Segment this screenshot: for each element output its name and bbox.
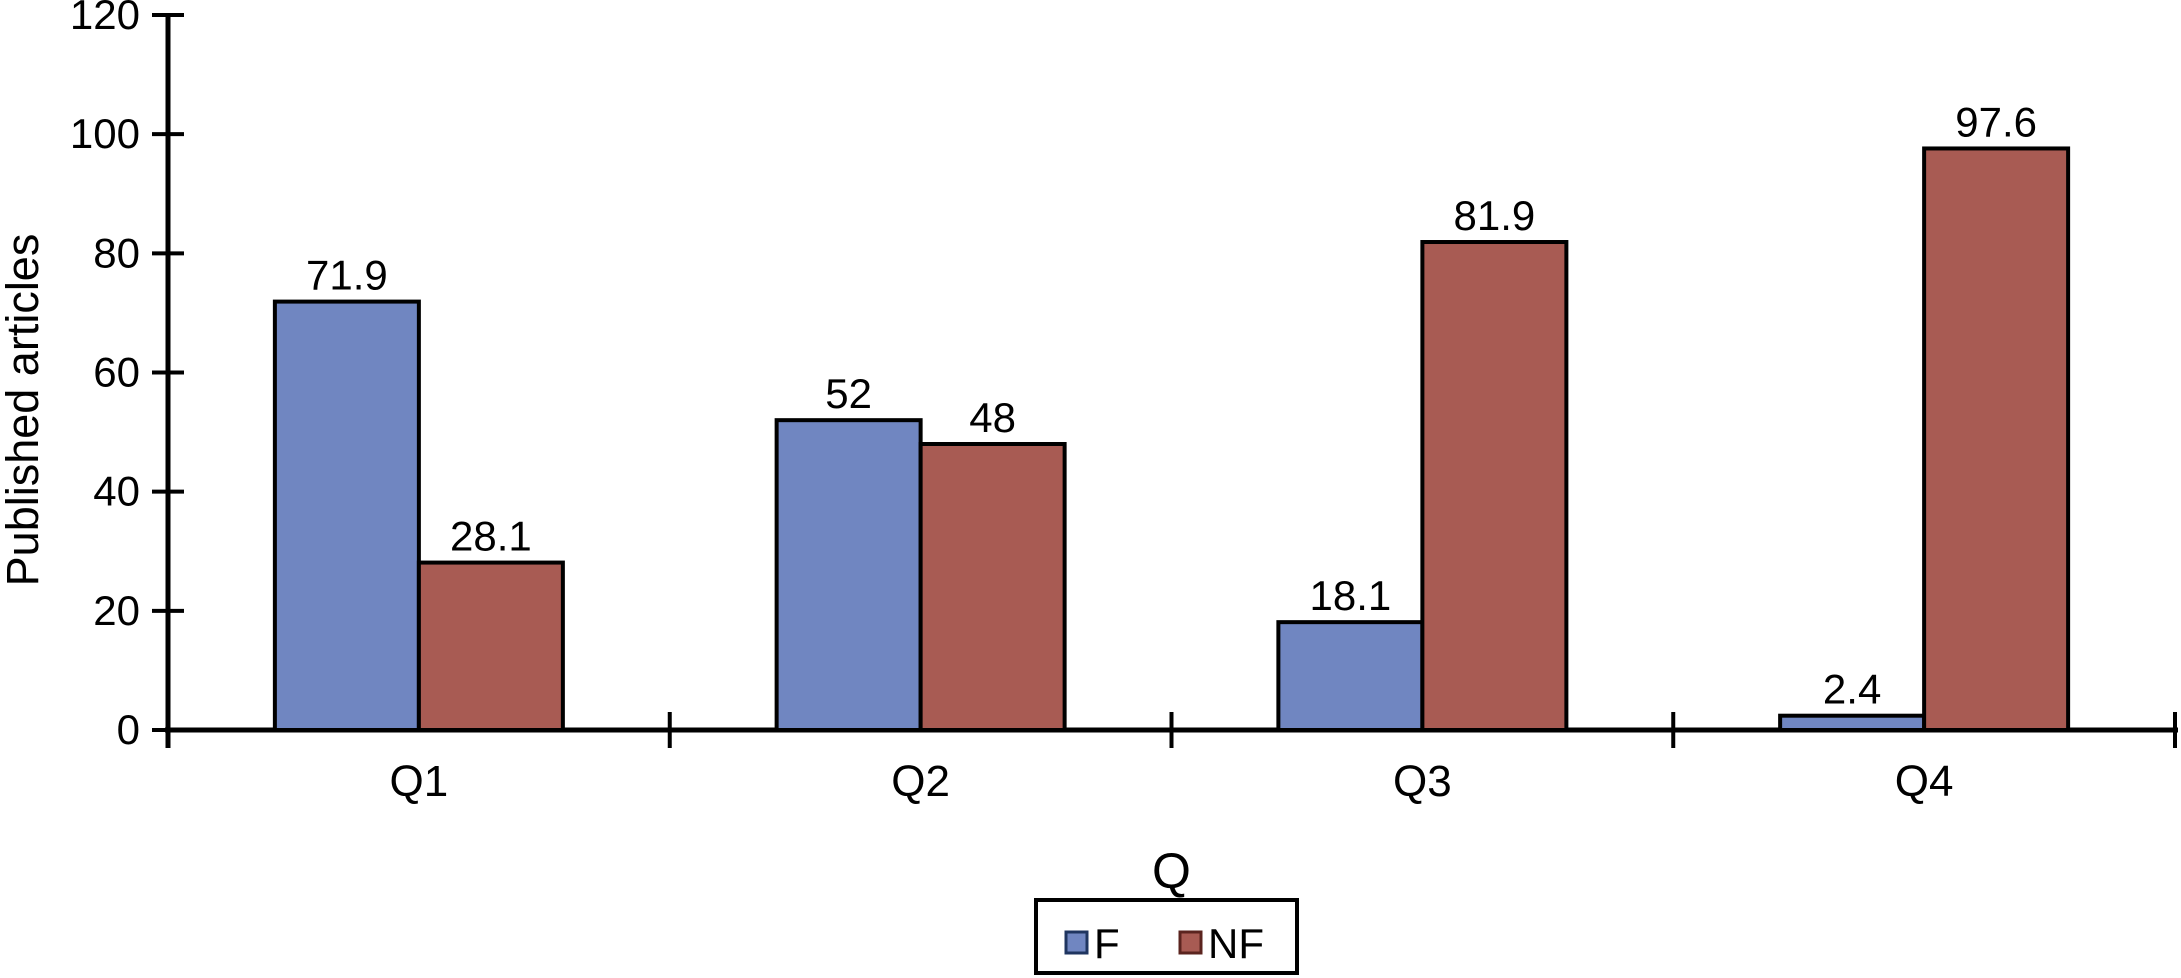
bar-value-label: 2.4 bbox=[1823, 666, 1881, 713]
y-tick-label: 80 bbox=[93, 229, 140, 276]
y-tick-label: 0 bbox=[117, 706, 140, 753]
x-category-label: Q4 bbox=[1895, 757, 1954, 806]
bar-f-q2 bbox=[774, 418, 923, 732]
y-tick-label: 20 bbox=[93, 587, 140, 634]
bar-value-label: 18.1 bbox=[1310, 572, 1392, 619]
y-tick-label: 60 bbox=[93, 349, 140, 396]
y-tick-label: 40 bbox=[93, 468, 140, 515]
legend-label-nf: NF bbox=[1208, 920, 1264, 967]
bar-value-label: 52 bbox=[825, 370, 872, 417]
bar-value-label: 71.9 bbox=[306, 252, 388, 299]
x-category-label: Q1 bbox=[390, 757, 449, 806]
bar-nf-q4 bbox=[1922, 146, 2071, 732]
y-tick-label: 120 bbox=[70, 0, 140, 38]
bar-value-label: 97.6 bbox=[1955, 98, 2037, 145]
bar-nf-q1 bbox=[416, 560, 565, 733]
y-axis-title: Published articles bbox=[0, 234, 48, 587]
legend-marker-f bbox=[1064, 930, 1089, 955]
legend-marker-nf bbox=[1178, 930, 1203, 955]
bar-f-q3 bbox=[1276, 620, 1425, 733]
x-axis-title: Q bbox=[1152, 843, 1191, 899]
legend-label-f: F bbox=[1094, 920, 1120, 967]
bar-nf-q3 bbox=[1420, 240, 1569, 732]
x-category-label: Q3 bbox=[1393, 757, 1452, 806]
bar-f-q4 bbox=[1778, 713, 1927, 733]
bar-value-label: 81.9 bbox=[1454, 192, 1536, 239]
bar-nf-q2 bbox=[918, 442, 1067, 732]
bar-value-label: 48 bbox=[969, 394, 1016, 441]
bar-value-label: 28.1 bbox=[450, 513, 532, 560]
bar-f-q1 bbox=[272, 299, 421, 732]
x-category-label: Q2 bbox=[891, 757, 950, 806]
y-tick-label: 100 bbox=[70, 110, 140, 157]
